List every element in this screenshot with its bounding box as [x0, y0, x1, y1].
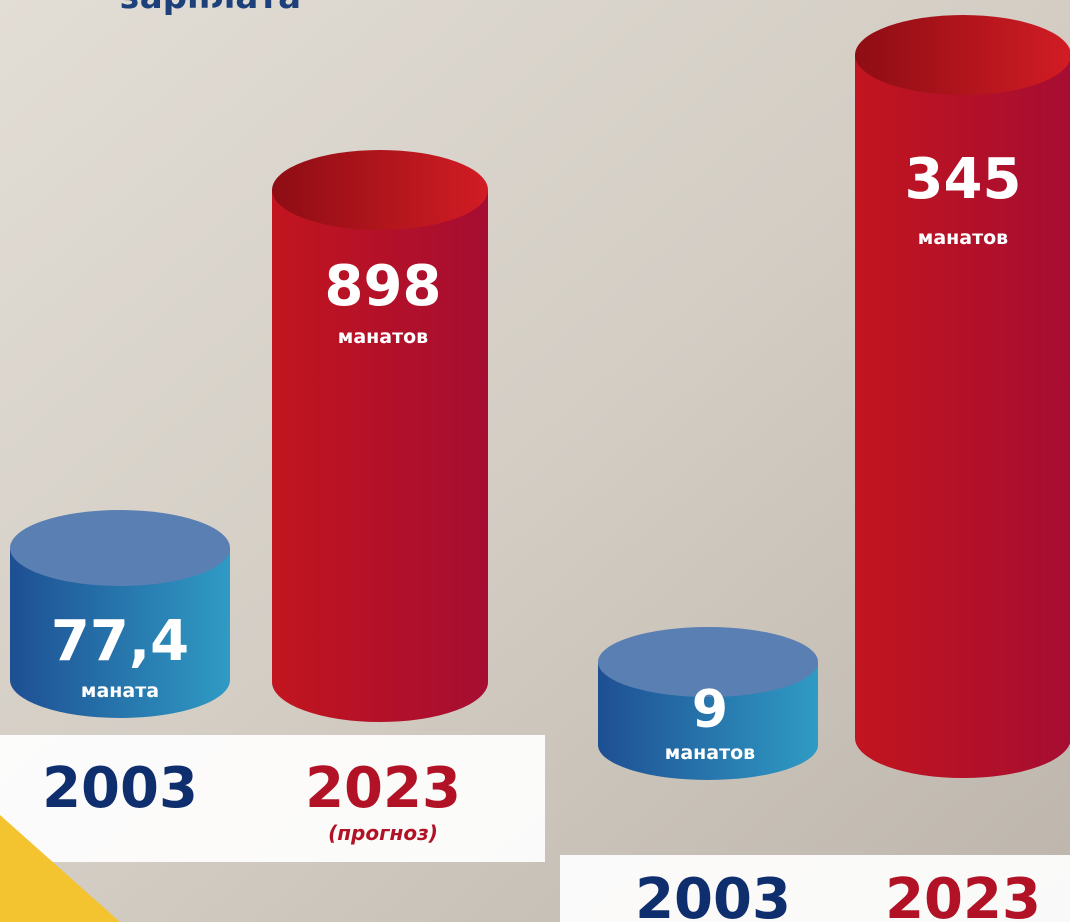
note: (прогноз)	[328, 821, 438, 845]
unit: манатов	[918, 227, 1008, 249]
cylinder-top	[10, 510, 230, 586]
unit: манатов	[665, 742, 755, 764]
year: 2003	[635, 867, 791, 922]
value: 898	[325, 254, 442, 319]
year: 2023	[885, 867, 1041, 922]
value: 345	[905, 147, 1022, 212]
value: 77,4	[51, 609, 189, 674]
title: зарплата	[120, 0, 301, 17]
cylinder-top	[272, 150, 488, 230]
cylinder-top	[855, 15, 1070, 95]
page: зарплата 77,4 маната 898 манатов 9 манат…	[0, 0, 1070, 922]
year: 2003	[42, 756, 198, 821]
unit: маната	[81, 680, 159, 702]
unit: манатов	[338, 326, 428, 348]
infographic: зарплата 77,4 маната 898 манатов 9 манат…	[0, 0, 1070, 922]
year: 2023	[305, 756, 461, 821]
value: 9	[692, 680, 728, 740]
